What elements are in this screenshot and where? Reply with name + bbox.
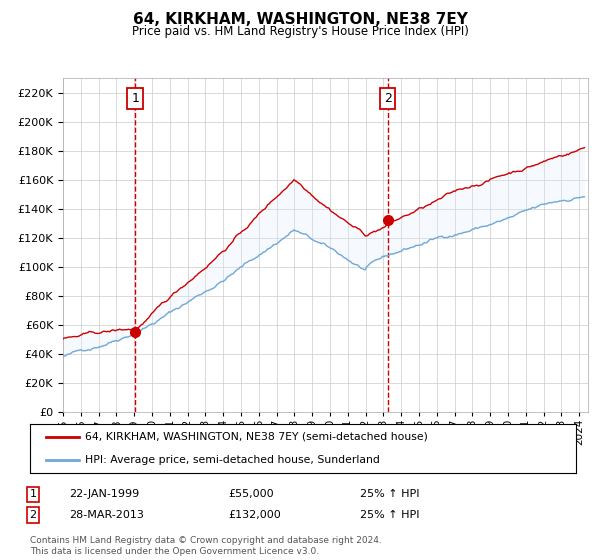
Text: 2: 2 xyxy=(29,510,37,520)
Text: £132,000: £132,000 xyxy=(228,510,281,520)
Text: Contains HM Land Registry data © Crown copyright and database right 2024.
This d: Contains HM Land Registry data © Crown c… xyxy=(30,536,382,556)
Text: 64, KIRKHAM, WASHINGTON, NE38 7EY: 64, KIRKHAM, WASHINGTON, NE38 7EY xyxy=(133,12,467,27)
Text: 2: 2 xyxy=(383,92,392,105)
Text: 28-MAR-2013: 28-MAR-2013 xyxy=(69,510,144,520)
Text: Price paid vs. HM Land Registry's House Price Index (HPI): Price paid vs. HM Land Registry's House … xyxy=(131,25,469,38)
Text: 25% ↑ HPI: 25% ↑ HPI xyxy=(360,510,419,520)
Text: £55,000: £55,000 xyxy=(228,489,274,500)
Text: 1: 1 xyxy=(131,92,139,105)
Text: 64, KIRKHAM, WASHINGTON, NE38 7EY (semi-detached house): 64, KIRKHAM, WASHINGTON, NE38 7EY (semi-… xyxy=(85,432,427,442)
Text: 1: 1 xyxy=(29,489,37,500)
Text: 22-JAN-1999: 22-JAN-1999 xyxy=(69,489,139,500)
Text: HPI: Average price, semi-detached house, Sunderland: HPI: Average price, semi-detached house,… xyxy=(85,455,379,465)
Text: 25% ↑ HPI: 25% ↑ HPI xyxy=(360,489,419,500)
